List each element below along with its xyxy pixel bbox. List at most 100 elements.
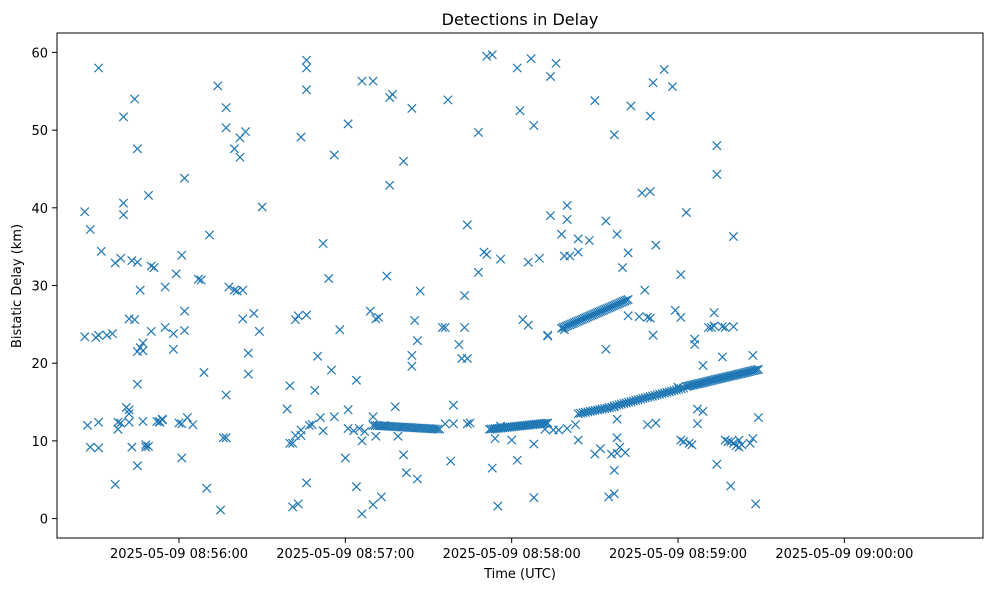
data-point <box>587 310 598 320</box>
data-point <box>526 54 536 64</box>
data-point <box>285 438 295 448</box>
data-point <box>726 481 736 491</box>
data-point <box>578 314 588 324</box>
data-point <box>604 492 614 502</box>
data-point <box>601 216 611 226</box>
data-point <box>692 404 703 414</box>
data-point <box>448 419 459 429</box>
data-point <box>340 453 350 463</box>
data-point <box>539 418 549 429</box>
data-point <box>645 313 655 323</box>
data-point <box>385 180 395 190</box>
data-point <box>116 253 126 263</box>
data-point <box>179 325 190 336</box>
data-point <box>85 442 95 452</box>
data-point <box>712 141 722 151</box>
data-point <box>634 311 644 322</box>
data-point <box>221 102 231 113</box>
data-point <box>171 269 181 279</box>
data-point <box>329 150 339 160</box>
data-point <box>143 190 154 201</box>
data-point <box>621 295 632 305</box>
data-point <box>720 435 730 445</box>
data-point <box>617 297 627 307</box>
x-tick-label: 2025-05-09 08:58:00 <box>443 547 581 562</box>
y-tick-label: 60 <box>31 46 48 61</box>
data-point <box>595 306 606 317</box>
data-point <box>698 406 708 416</box>
data-point <box>113 424 123 434</box>
data-point <box>728 231 739 242</box>
data-point <box>301 310 312 320</box>
data-point <box>676 312 686 322</box>
data-point <box>490 433 500 444</box>
data-point <box>293 311 303 321</box>
data-point <box>326 365 337 375</box>
x-tick-label: 2025-05-09 08:57:00 <box>276 547 414 562</box>
data-point <box>110 258 120 268</box>
data-point <box>254 326 265 336</box>
data-point <box>473 127 484 138</box>
data-point <box>558 322 568 333</box>
data-point <box>676 269 686 280</box>
data-point <box>620 296 630 306</box>
data-point <box>132 144 143 154</box>
data-point <box>343 119 353 129</box>
data-point <box>221 433 231 443</box>
data-point <box>626 101 636 111</box>
data-point <box>221 123 231 133</box>
data-point <box>443 95 453 105</box>
data-point <box>523 320 533 330</box>
y-tick-label: 0 <box>40 513 48 528</box>
data-point <box>387 89 398 100</box>
data-point <box>107 329 118 339</box>
data-point <box>734 435 744 445</box>
data-point <box>670 305 680 315</box>
data-point <box>750 365 760 375</box>
data-point <box>113 417 123 427</box>
data-point <box>648 330 658 340</box>
data-point <box>726 437 736 447</box>
data-point <box>590 95 600 106</box>
data-point <box>560 322 570 332</box>
data-point <box>570 419 581 430</box>
data-point <box>301 63 312 73</box>
data-point <box>612 448 622 458</box>
data-point <box>407 361 417 371</box>
data-point <box>243 369 253 379</box>
data-point <box>487 50 497 60</box>
data-point <box>623 311 633 321</box>
data-point <box>127 256 137 266</box>
data-point <box>229 285 240 295</box>
data-point <box>130 315 140 325</box>
data-point <box>712 169 722 180</box>
data-point <box>592 308 602 318</box>
data-point <box>556 229 567 239</box>
data-point <box>179 173 190 183</box>
data-point <box>523 257 533 267</box>
data-point <box>371 431 381 441</box>
data-point <box>141 440 151 450</box>
data-point <box>229 144 240 154</box>
data-point <box>698 360 708 371</box>
data-point <box>753 412 764 423</box>
data-point <box>118 210 129 220</box>
data-points <box>80 50 764 519</box>
data-point <box>584 311 594 321</box>
data-point <box>612 299 622 310</box>
data-point <box>318 426 328 436</box>
data-point <box>351 482 362 492</box>
data-point <box>110 479 120 490</box>
y-axis-label: Bistatic Delay (km) <box>10 224 25 348</box>
data-point <box>448 400 459 410</box>
data-point <box>473 267 484 277</box>
data-point <box>562 200 572 211</box>
data-point <box>135 285 145 295</box>
data-point <box>285 381 295 391</box>
data-point <box>545 210 556 221</box>
data-point <box>82 420 93 430</box>
data-point <box>371 314 381 324</box>
data-point <box>96 246 106 256</box>
data-point <box>127 442 137 452</box>
data-point <box>124 409 134 419</box>
